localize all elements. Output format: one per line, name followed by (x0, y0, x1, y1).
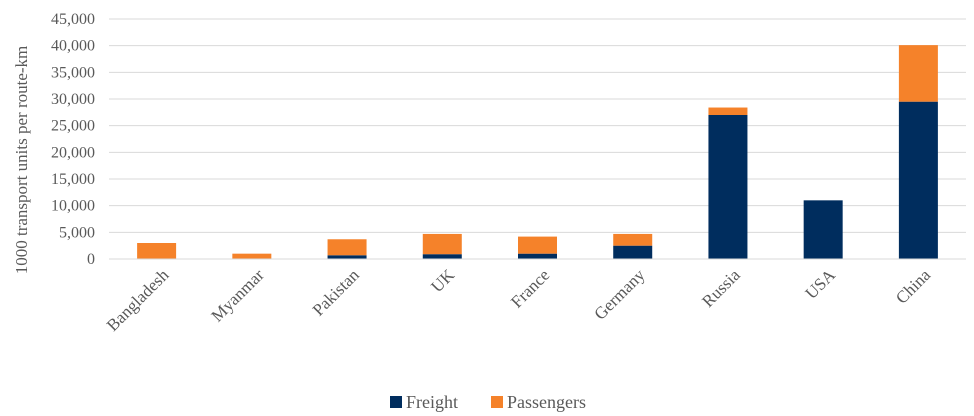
y-tick-label: 15,000 (51, 171, 95, 188)
x-tick-label: Myanmar (207, 265, 267, 325)
bar-passengers-myanmar (232, 253, 272, 259)
y-tick-label: 10,000 (51, 198, 95, 215)
bar-passengers-uk (422, 233, 462, 255)
y-tick-label: 5,000 (59, 224, 95, 241)
bar-freight-china (898, 101, 938, 260)
legend-label-passengers: Passengers (507, 392, 586, 412)
y-tick-label: 25,000 (51, 118, 95, 135)
bar-freight-france (518, 253, 557, 259)
y-tick-label: 40,000 (51, 38, 95, 55)
bar-passengers-china (898, 45, 938, 102)
bar-passengers-france (518, 236, 557, 254)
x-tick-label: UK (427, 265, 458, 296)
bar-freight-pakistan (327, 255, 367, 259)
bars (137, 45, 938, 260)
bar-passengers-germany (613, 233, 653, 246)
x-tick-label: France (507, 265, 553, 311)
x-tick-label: China (892, 265, 934, 307)
x-tick-label: USA (802, 265, 840, 303)
x-tick-label: Russia (698, 265, 744, 311)
x-tick-label: Pakistan (309, 265, 364, 320)
y-tick-label: 30,000 (51, 91, 95, 108)
bar-freight-usa (803, 200, 843, 259)
bar-freight-germany (613, 245, 653, 259)
legend: Freight Passengers (390, 392, 586, 412)
bar-freight-russia (708, 115, 748, 259)
legend-swatch-passengers (491, 396, 503, 408)
x-tick-label: Germany (590, 265, 649, 324)
y-tick-label: 20,000 (51, 144, 95, 161)
y-axis-title: 1000 transport units per route-km (12, 46, 31, 275)
y-tick-label: 35,000 (51, 64, 95, 81)
bar-passengers-pakistan (327, 239, 367, 256)
bar-passengers-russia (708, 107, 748, 115)
legend-label-freight: Freight (406, 392, 458, 412)
bar-freight-uk (422, 254, 462, 259)
x-axis-labels: Bangladesh Myanmar Pakistan UK France Germany… (103, 265, 935, 335)
y-axis-ticks: 0 5,000 10,000 15,000 20,000 25,000 30,000 35,0… (51, 11, 95, 268)
x-tick-label: Bangladesh (103, 265, 173, 335)
legend-swatch-freight (390, 396, 402, 408)
y-tick-label: 0 (87, 251, 95, 268)
gridlines (109, 18, 966, 233)
y-tick-label: 45,000 (51, 11, 95, 28)
bar-passengers-bangladesh (137, 243, 177, 259)
